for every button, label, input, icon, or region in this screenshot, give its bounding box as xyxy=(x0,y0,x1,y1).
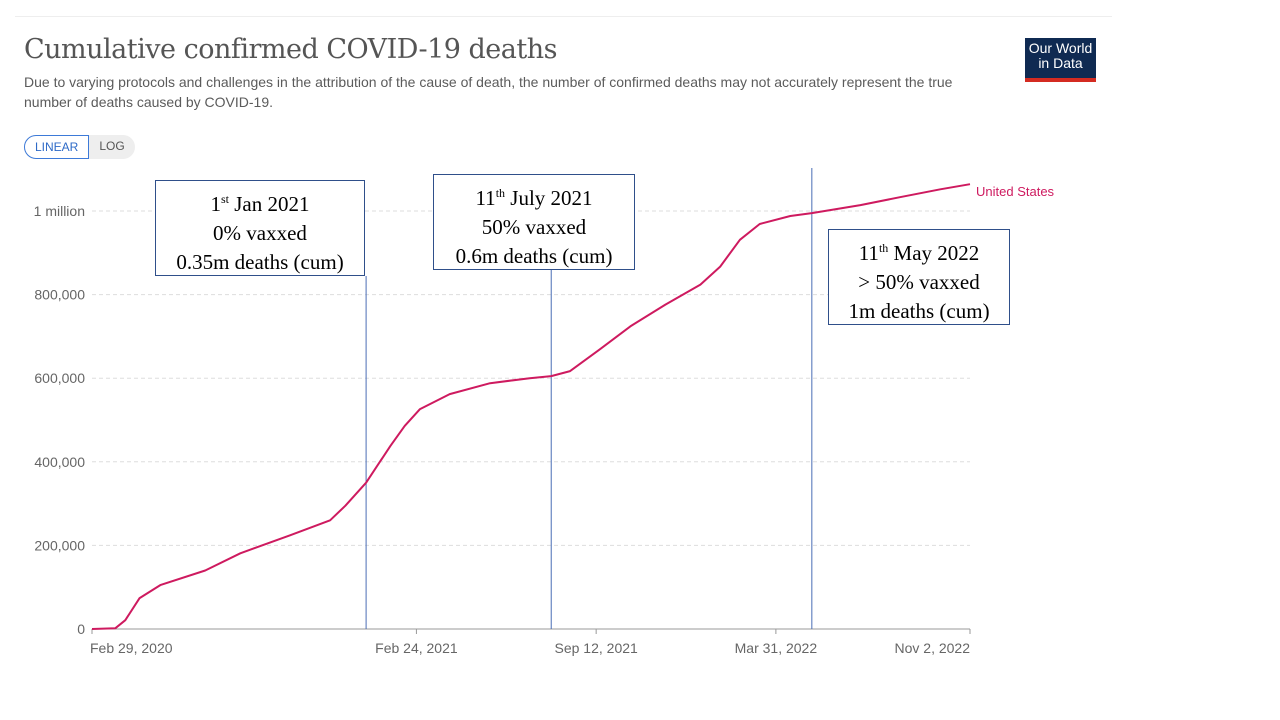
top-divider xyxy=(15,16,1112,17)
annotation-box: 11th May 2022 > 50% vaxxed 1m deaths (cu… xyxy=(828,229,1010,325)
annotation-box: 1st Jan 2021 0% vaxxed 0.35m deaths (cum… xyxy=(155,180,365,276)
y-tick-label: 800,000 xyxy=(34,287,85,303)
annotation-text: 0.6m deaths (cum) xyxy=(455,244,613,268)
y-tick-label: 0 xyxy=(77,621,85,637)
x-tick-label: Mar 31, 2022 xyxy=(735,640,818,656)
annotation-box: 11th July 2021 50% vaxxed 0.6m deaths (c… xyxy=(433,174,635,270)
annotation-text: 11 xyxy=(475,186,496,210)
annotation-text: May 2022 xyxy=(888,241,980,265)
annotation-text: 1 xyxy=(210,192,221,216)
y-tick-label: 200,000 xyxy=(34,537,85,553)
chart-subtitle: Due to varying protocols and challenges … xyxy=(24,74,953,110)
annotation-text: th xyxy=(878,241,889,255)
annotation-text: 1m deaths (cum) xyxy=(848,299,990,323)
scale-toggle: LINEAR LOG xyxy=(24,135,135,159)
annotation-text: July 2021 xyxy=(505,186,593,210)
log-button[interactable]: LOG xyxy=(99,139,125,153)
x-tick-label: Feb 29, 2020 xyxy=(90,640,173,656)
annotation-text: st xyxy=(220,192,229,206)
annotation-text: 0.35m deaths (cum) xyxy=(176,250,344,274)
y-tick-label: 600,000 xyxy=(34,370,85,386)
annotation-text: th xyxy=(495,186,506,200)
x-tick-label: Feb 24, 2021 xyxy=(375,640,458,656)
chart-title: Cumulative confirmed COVID-19 deaths xyxy=(24,34,557,65)
linear-button[interactable]: LINEAR xyxy=(24,135,90,159)
series-label: United States xyxy=(976,184,1055,199)
x-tick-label: Nov 2, 2022 xyxy=(895,640,971,656)
x-tick-label: Sep 12, 2021 xyxy=(555,640,639,656)
series-line xyxy=(91,183,971,630)
y-tick-label: 400,000 xyxy=(34,454,85,470)
logo-text: Our World in Data xyxy=(1028,40,1093,71)
annotation-text: 50% vaxxed xyxy=(481,215,587,239)
annotation-text: 0% vaxxed xyxy=(213,221,307,245)
annotation-text: > 50% vaxxed xyxy=(858,270,980,294)
owid-logo[interactable]: Our World in Data xyxy=(1025,38,1096,82)
annotation-text: 11 xyxy=(858,241,879,265)
annotation-text: Jan 2021 xyxy=(229,192,310,216)
y-tick-label: 1 million xyxy=(34,203,85,219)
